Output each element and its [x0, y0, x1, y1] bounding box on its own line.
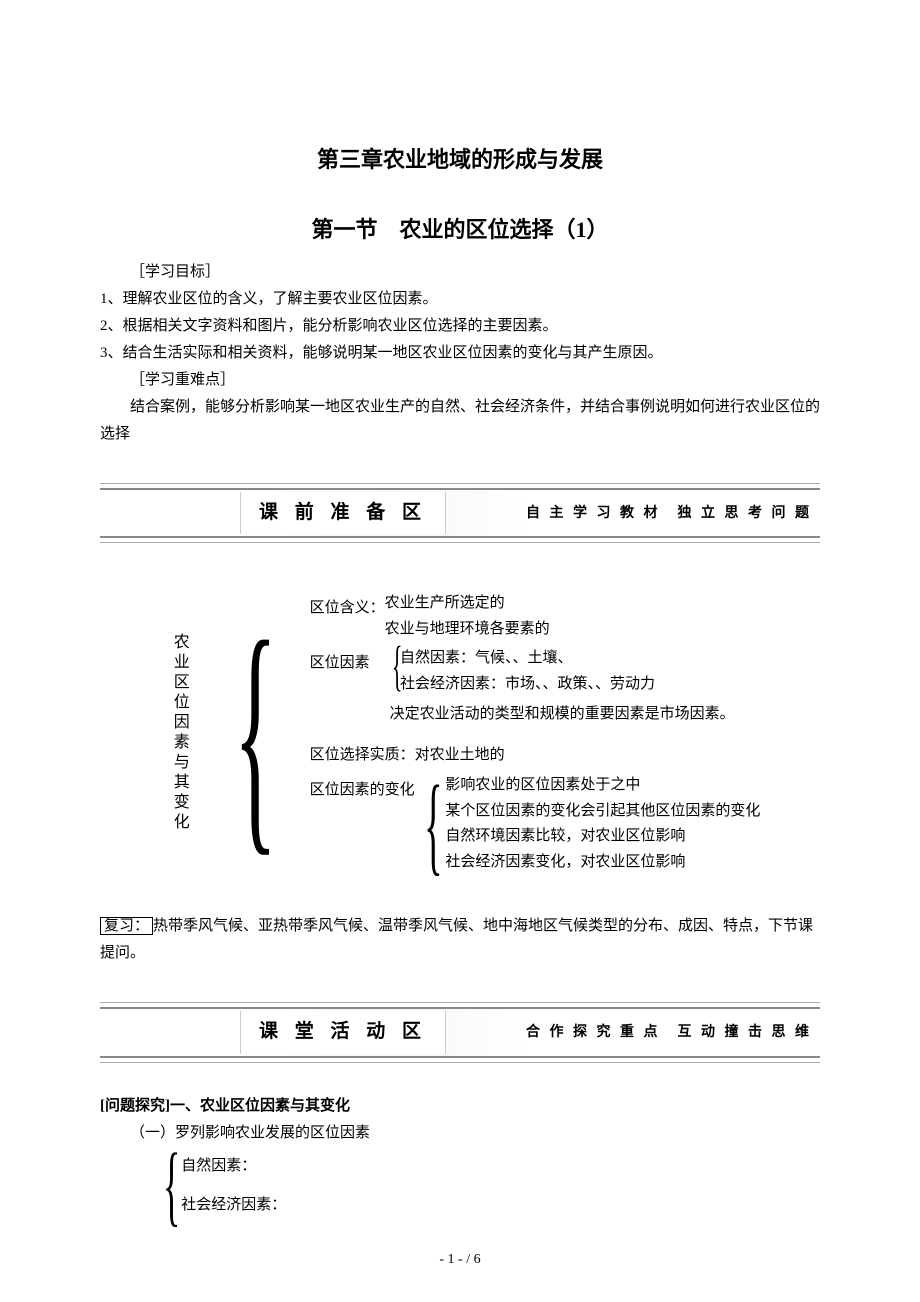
diagram-text: 农业生产所选定的 [385, 591, 550, 617]
sub-question: （一）罗列影响农业发展的区位因素 [100, 1120, 820, 1147]
chapter-title: 第三章农业地域的形成与发展 [100, 140, 820, 180]
diagram-text: 社会经济因素：市场、、政策、、劳动力 [400, 672, 655, 698]
prep-banner-subtitle: 自 主 学 习 教 材 独 立 思 考 问 题 [526, 501, 812, 526]
diagram-text: 某个区位因素的变化会引起其他区位因素的变化 [445, 799, 760, 825]
concept-diagram: 农业区位因素与其变化 { 区位含义： 农业生产所选定的 农业与地理环境各要素的 … [160, 583, 820, 883]
question-bracket: { 自然因素： 社会经济因素： [150, 1147, 820, 1225]
review-paragraph: 复习：热带季风气候、亚热带季风气候、温带季风气候、地中海地区气候类型的分布、成因… [100, 913, 820, 967]
review-label: 复习： [100, 917, 153, 935]
difficulty-heading: ［学习重难点］ [100, 367, 820, 394]
brace-icon: { [163, 1151, 180, 1221]
diagram-label: 区位因素 [310, 646, 390, 677]
diagram-spacer [310, 701, 390, 705]
section-title: 第一节 农业的区位选择（1） [100, 210, 820, 250]
objective-item: 3、结合生活实际和相关资料，能够说明某一地区农业区位因素的变化与其产生原因。 [100, 340, 820, 367]
page-footer: - 1 - / 6 [0, 1247, 920, 1272]
diagram-text: 社会经济因素变化，对农业区位影响 [445, 850, 760, 876]
prep-banner-title: 课 前 准 备 区 [240, 492, 446, 534]
activity-banner-subtitle: 合 作 探 究 重 点 互 动 撞 击 思 维 [526, 1020, 812, 1045]
diagram-text: 影响农业的区位因素处于之中 [445, 773, 760, 799]
brace-icon: { [424, 779, 442, 869]
activity-banner-title: 课 堂 活 动 区 [240, 1011, 446, 1053]
diagram-label: 区位因素的变化 [310, 773, 415, 804]
activity-banner: 课 堂 活 动 区 合 作 探 究 重 点 互 动 撞 击 思 维 [100, 1002, 820, 1062]
objective-item: 2、根据相关文字资料和图片，能分析影响农业区位选择的主要因素。 [100, 313, 820, 340]
question-heading: [问题探究]一、农业区位因素与其变化 [100, 1093, 820, 1120]
objectives-heading: ［学习目标］ [100, 259, 820, 286]
question-line: 社会经济因素： [181, 1186, 286, 1225]
diagram-text: 自然因素：气候、、土壤、 [400, 646, 655, 672]
objective-item: 1、理解农业区位的含义，了解主要农业区位因素。 [100, 286, 820, 313]
diagram-text: 农业与地理环境各要素的 [385, 617, 550, 643]
question-line: 自然因素： [181, 1147, 286, 1186]
review-text: 热带季风气候、亚热带季风气候、温带季风气候、地中海地区气候类型的分布、成因、特点… [100, 918, 813, 961]
diagram-vertical-label: 农业区位因素与其变化 [160, 583, 197, 883]
difficulty-text: 结合案例，能够分析影响某一地区农业生产的自然、社会经济条件，并结合事例说明如何进… [100, 394, 820, 448]
diagram-text: 决定农业活动的类型和规模的重要因素是市场因素。 [390, 701, 735, 728]
diagram-text: 自然环境因素比较，对农业区位影响 [445, 824, 760, 850]
brace-icon: { [233, 603, 277, 863]
prep-banner: 课 前 准 备 区 自 主 学 习 教 材 独 立 思 考 问 题 [100, 483, 820, 543]
diagram-text: 区位选择实质：对农业土地的 [310, 742, 505, 769]
brace-icon: { [392, 646, 403, 686]
diagram-label: 区位含义： [310, 591, 385, 622]
